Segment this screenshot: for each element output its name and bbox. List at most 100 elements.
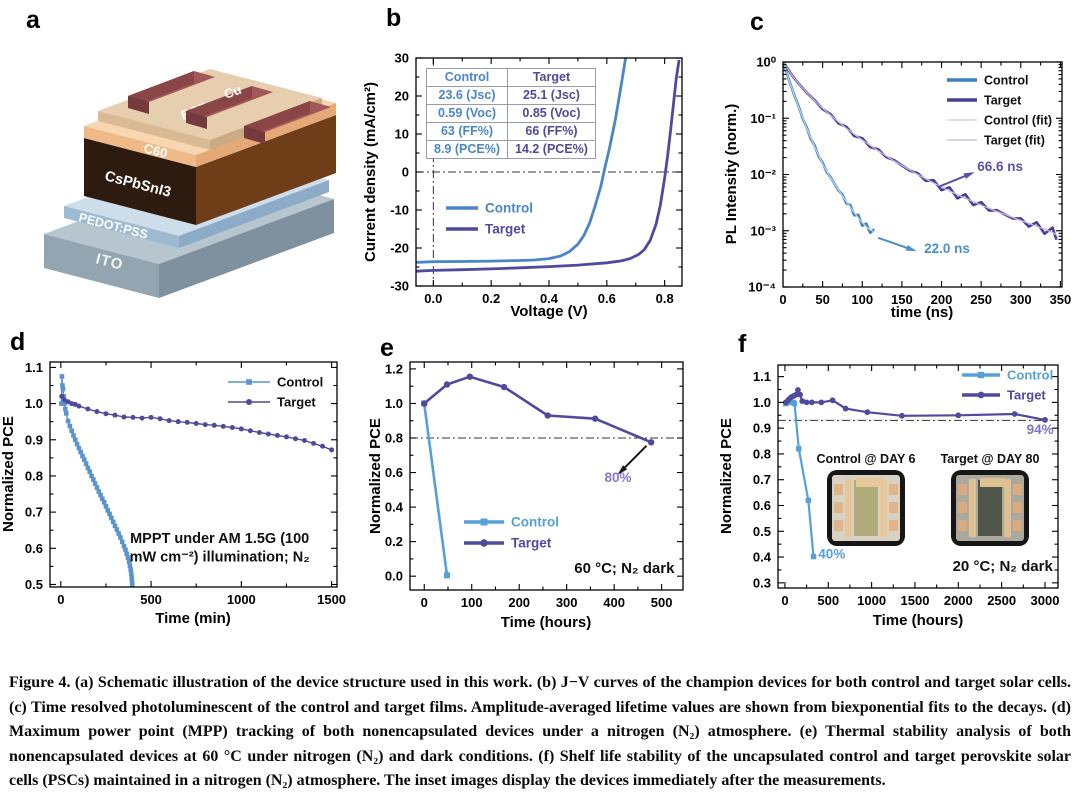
chart-series: [59, 374, 335, 587]
y-tick-label: 0.9: [25, 432, 43, 447]
jv-chart: 0.0 0.2 0.4 0.6 0.8 -30 -20 -10 0 10 20 30 Voltage (…: [362, 51, 683, 320]
y-tick-label: 0.8: [25, 468, 43, 483]
y-tick-label: 1.1: [753, 369, 771, 384]
x-tick-label: 1500: [317, 592, 346, 607]
y-tick-label: 0.9: [753, 421, 771, 436]
x-tick-label: 50: [815, 292, 829, 307]
panel-c-trpl: 0 50 100 150 200 250 300 350 10⁰ 10⁻¹ 10⁻² 10⁻³ 10⁻⁴…: [720, 0, 1080, 330]
x-tick-label: 0: [421, 595, 428, 610]
y-tick-label: 1.2: [385, 361, 403, 376]
x-tick-label: 0.2: [482, 291, 500, 306]
table-cell: 66 (FF%): [507, 122, 596, 141]
x-tick-label: 0.0: [424, 291, 442, 306]
x-tick-label: 2000: [944, 593, 973, 608]
series-control-fit-: [783, 62, 875, 233]
y-tick-label: 1.0: [25, 396, 43, 411]
annotation-text: 66.6 ns: [977, 159, 1023, 174]
y-tick-label: 10⁰: [756, 55, 776, 70]
y-tick-label: 0.7: [753, 472, 771, 487]
x-tick-label: 150: [891, 292, 913, 307]
y-tick-label: 0.4: [753, 550, 772, 565]
table-cell: 23.6 (Jsc): [426, 86, 508, 105]
x-axis-label: time (ns): [891, 304, 954, 321]
legend-label: Target: [485, 222, 526, 237]
annotation-text: 80%: [604, 470, 631, 485]
plot-frame: [777, 364, 1059, 589]
layer-label-cu: Cu: [222, 82, 243, 102]
y-tick-label: 10⁻⁴: [748, 280, 776, 295]
y-tick-label: 10⁻²: [750, 167, 776, 182]
layer-label-c60: C60: [142, 140, 169, 161]
legend-label: Target: [277, 395, 316, 410]
device-photo-control: [827, 470, 905, 546]
y-axis-label: Normalized PCE: [718, 418, 735, 534]
series-target: [783, 62, 1058, 241]
y-tick-label: 1.0: [385, 396, 403, 411]
y-axis-label: Normalized PCE: [368, 418, 384, 534]
plot-frame: [409, 361, 684, 591]
x-tick-label: 0: [57, 592, 64, 607]
inset-label-control: Control @ DAY 6: [816, 452, 916, 466]
y-tick-label: 0.6: [25, 541, 43, 556]
chart-series: [782, 387, 1048, 560]
jv-parameters-table: Control Target 23.6 (Jsc) 25.1 (Jsc) 0.5…: [426, 68, 596, 159]
annotation-text: 20 °C; N₂ dark: [953, 558, 1054, 575]
panel-b-jv-curves: 0.0 0.2 0.4 0.6 0.8 -30 -20 -10 0 10 20 30 Voltage (…: [360, 0, 720, 330]
y-tick-label: 0.6: [753, 498, 771, 513]
table-header-target: Target: [507, 68, 596, 87]
chart-series: [421, 373, 655, 579]
legend-label: Target (fit): [984, 134, 1045, 148]
trpl-chart: 0 50 100 150 200 250 300 350 10⁰ 10⁻¹ 10⁻² 10⁻³ 10⁻⁴…: [723, 55, 1072, 322]
x-tick-label: 500: [817, 593, 839, 608]
legend-label: Target: [984, 94, 1022, 108]
x-tick-label: 200: [508, 595, 530, 610]
x-tick-label: 500: [651, 595, 673, 610]
y-tick-label: 1.0: [753, 395, 771, 410]
table-cell: 14.2 (PCE%): [507, 140, 596, 159]
chart-series: [416, 58, 681, 273]
y-tick-label: 30: [395, 51, 409, 66]
table-cell: 0.85 (Voc): [507, 104, 596, 123]
y-tick-label: 20: [395, 89, 409, 104]
x-tick-label: 0.4: [540, 291, 559, 306]
plot-frame: [49, 361, 338, 588]
y-tick-label: 0.3: [753, 575, 771, 590]
legend-label: Control: [277, 375, 323, 390]
series-control: [783, 62, 876, 234]
y-tick-label: 0.4: [385, 500, 404, 515]
x-tick-label: 0: [781, 593, 788, 608]
x-tick-label: 300: [1010, 292, 1032, 307]
panel-letter-a: a: [26, 6, 40, 34]
legend-label: Control: [485, 201, 533, 216]
series-target: [61, 395, 332, 451]
legend-label: Control: [1007, 368, 1053, 383]
x-axis-label: Time (hours): [873, 612, 964, 629]
x-axis-label: Time (min): [155, 610, 231, 627]
y-tick-label: 0.7: [25, 505, 43, 520]
annotation-text: MPPT under AM 1.5G (100: [130, 531, 309, 547]
chart-series: [783, 62, 1058, 241]
series-control: [60, 375, 133, 585]
x-tick-label: 3000: [1031, 593, 1060, 608]
x-tick-label: 350: [1050, 292, 1072, 307]
inset-label-target: Target @ DAY 80: [940, 452, 1040, 466]
x-tick-label: 400: [603, 595, 625, 610]
y-tick-label: -10: [390, 203, 409, 218]
device-photo-control-image: [832, 475, 900, 541]
annotation-text: mW cm⁻²) illumination; N₂: [130, 550, 310, 566]
panel-d-mpp-tracking: 0 500 1000 1500 0.5 0.6 0.7 0.8 0.9 1.0 1.1 Time (m…: [0, 330, 368, 650]
series-control: [785, 401, 815, 557]
x-tick-label: 200: [931, 292, 953, 307]
annotation-text: 40%: [818, 546, 845, 561]
x-tick-label: 300: [556, 595, 578, 610]
panel-letter-e: e: [380, 334, 394, 362]
panel-a-device-schematic: ITO PEDOT:PSS CsPbSnI3 C60 BCP: [0, 0, 360, 330]
table-cell: 0.59 (Voc): [426, 104, 508, 123]
table-cell: 25.1 (Jsc): [507, 86, 596, 105]
y-tick-label: -20: [390, 241, 409, 256]
y-tick-label: 0.6: [385, 465, 403, 480]
legend-label: Control: [984, 74, 1028, 88]
thermal-stability-chart: 0 100 200 300 400 500 0.0 0.2 0.4 0.6 0.8 1.0 1.2 Tim…: [367, 361, 684, 631]
x-tick-label: 500: [140, 592, 162, 607]
